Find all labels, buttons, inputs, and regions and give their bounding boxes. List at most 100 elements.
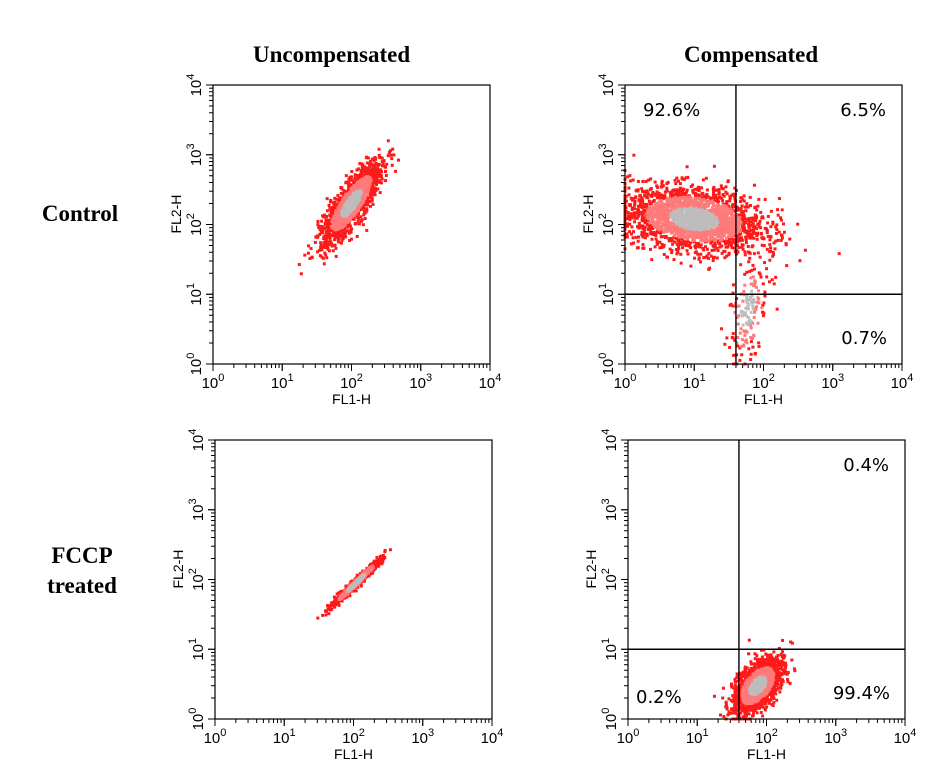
event-point <box>349 175 353 179</box>
event-point <box>711 204 715 208</box>
event-point <box>692 223 696 227</box>
event-point <box>775 227 779 231</box>
event-point <box>757 271 761 275</box>
event-point <box>711 196 715 200</box>
event-point <box>325 197 329 201</box>
event-point <box>378 191 382 195</box>
event-point <box>685 239 689 243</box>
event-point <box>762 301 766 305</box>
event-point <box>633 203 637 207</box>
event-point <box>664 234 668 238</box>
event-point <box>728 196 732 200</box>
event-point <box>639 201 643 205</box>
x-tick-label: 104 <box>481 727 504 747</box>
event-point <box>625 216 629 220</box>
event-point <box>747 234 751 238</box>
event-point <box>636 210 640 214</box>
event-point <box>650 195 654 199</box>
event-point <box>626 222 630 226</box>
event-point <box>643 194 647 198</box>
event-point <box>313 240 317 244</box>
event-point <box>633 216 637 220</box>
event-point <box>373 193 377 197</box>
event-point <box>628 230 632 234</box>
event-point <box>624 209 628 213</box>
event-point <box>328 237 332 241</box>
event-point <box>749 352 753 356</box>
event-point <box>742 329 746 333</box>
event-point <box>769 225 773 229</box>
event-point <box>337 237 341 241</box>
column-title-compensated: Compensated <box>684 42 819 67</box>
event-point <box>733 197 737 201</box>
event-point <box>380 160 384 164</box>
event-point <box>353 173 357 177</box>
x-tick-label: 103 <box>411 727 434 747</box>
event-point <box>365 161 369 165</box>
event-point <box>752 300 756 304</box>
event-point <box>744 241 748 245</box>
event-point <box>752 236 756 240</box>
event-point <box>367 162 371 166</box>
event-point <box>747 316 751 320</box>
event-point <box>733 310 737 314</box>
event-point <box>751 263 755 267</box>
column-title-uncompensated: Uncompensated <box>253 42 411 67</box>
event-point <box>759 231 763 235</box>
y-tick-label: 100 <box>187 708 207 731</box>
event-point <box>739 344 743 348</box>
event-point <box>756 296 760 300</box>
event-point <box>741 343 745 347</box>
event-point <box>624 206 628 210</box>
event-point <box>325 209 329 213</box>
event-point <box>768 243 772 247</box>
event-point <box>691 183 695 187</box>
event-point <box>739 207 743 211</box>
x-tick-label: 102 <box>340 372 363 392</box>
event-point <box>727 207 731 211</box>
event-point <box>722 715 726 719</box>
event-point <box>693 244 697 248</box>
event-point <box>383 169 387 173</box>
event-point <box>732 194 736 198</box>
event-point <box>749 340 753 344</box>
event-point <box>757 221 761 225</box>
event-point <box>740 210 744 214</box>
event-point <box>706 209 710 213</box>
event-point <box>379 170 383 174</box>
event-point <box>359 173 363 177</box>
event-point <box>749 216 753 220</box>
x-axis-label: FL1-H <box>334 746 373 762</box>
event-point <box>720 238 724 242</box>
event-point <box>360 169 364 173</box>
event-point <box>377 564 381 568</box>
event-point <box>726 713 730 717</box>
event-point <box>630 214 634 218</box>
event-point <box>327 612 331 616</box>
event-point <box>756 321 760 325</box>
event-point <box>393 169 397 173</box>
event-point <box>679 192 683 196</box>
event-point <box>347 231 351 235</box>
event-point <box>747 638 751 642</box>
event-point <box>321 231 325 235</box>
event-point <box>628 174 632 178</box>
event-point <box>725 207 729 211</box>
event-point <box>660 199 664 203</box>
event-point <box>657 228 661 232</box>
event-point <box>751 345 755 349</box>
event-point <box>303 253 307 257</box>
event-point <box>359 219 363 223</box>
event-point <box>741 247 745 251</box>
event-point <box>659 203 663 207</box>
event-point <box>762 648 766 652</box>
x-tick-label: 103 <box>821 372 844 392</box>
event-point <box>752 316 756 320</box>
event-point <box>746 305 750 309</box>
event-point <box>731 216 735 220</box>
event-point <box>636 239 640 243</box>
event-point <box>731 203 735 207</box>
event-point <box>379 173 383 177</box>
event-point <box>655 205 659 209</box>
event-point <box>333 243 337 247</box>
